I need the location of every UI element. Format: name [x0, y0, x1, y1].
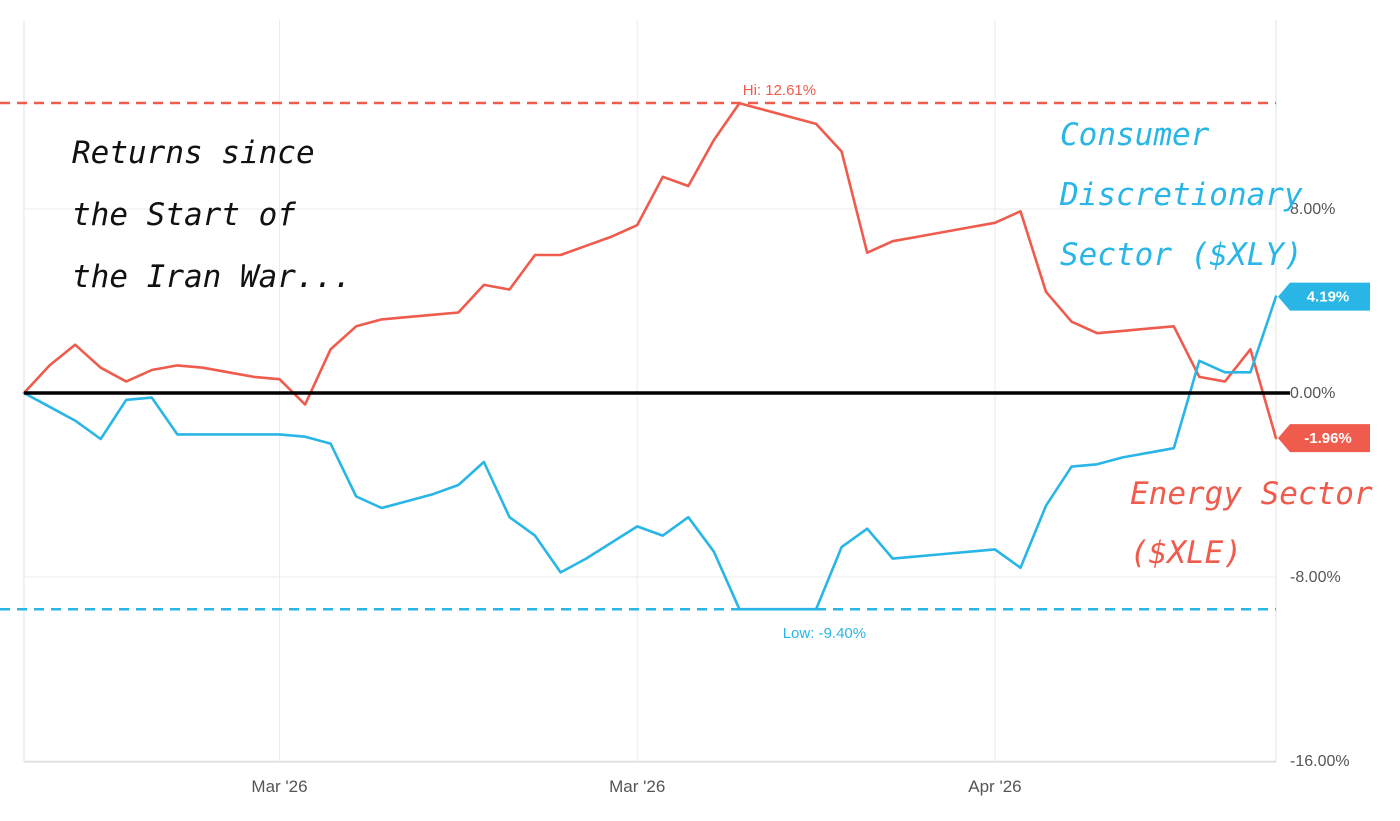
badge-value: -1.96% [1304, 430, 1352, 447]
badge-value: 4.19% [1307, 289, 1350, 306]
annotation-title-line: the Start of [72, 197, 296, 233]
series-line-xle [22, 101, 1278, 440]
badge-xle: -1.96% [1278, 424, 1370, 453]
badge-shape [1278, 424, 1370, 453]
annotation-xle-line: Energy Sector [1130, 476, 1373, 512]
x-tick-label: Apr '26 [968, 777, 1021, 796]
badge-xly: 4.19% [1278, 282, 1370, 311]
hi-label: Hi: 12.61% [743, 82, 816, 99]
annotation-title-line: Returns since [72, 135, 315, 171]
annotation-xle-line: ($XLE) [1130, 535, 1242, 571]
y-tick-label: -16.00% [1290, 753, 1350, 770]
labels: 8.00% 0.00% -8.00% -16.00% Mar '26 Mar '26 Apr… [72, 82, 1373, 796]
annotation-xly-line: Consumer [1060, 117, 1210, 153]
series-line-xly [22, 295, 1278, 611]
y-tick-label: 8.00% [1290, 201, 1335, 218]
annotation-xly-line: Discretionary [1059, 177, 1303, 213]
x-tick-label: Mar '26 [609, 777, 665, 796]
annotation-xly-line: Sector ($XLY) [1060, 237, 1303, 273]
grid-lines [23, 20, 1277, 763]
low-label: Low: -9.40% [783, 625, 866, 642]
annotation-title-line: the Iran War... [72, 259, 352, 295]
series-lines [22, 101, 1290, 611]
y-tick-label: -8.00% [1290, 569, 1341, 586]
reference-lines [0, 101, 1276, 611]
x-tick-label: Mar '26 [251, 777, 307, 796]
y-tick-label: 0.00% [1290, 385, 1335, 402]
badge-shape [1278, 282, 1370, 311]
